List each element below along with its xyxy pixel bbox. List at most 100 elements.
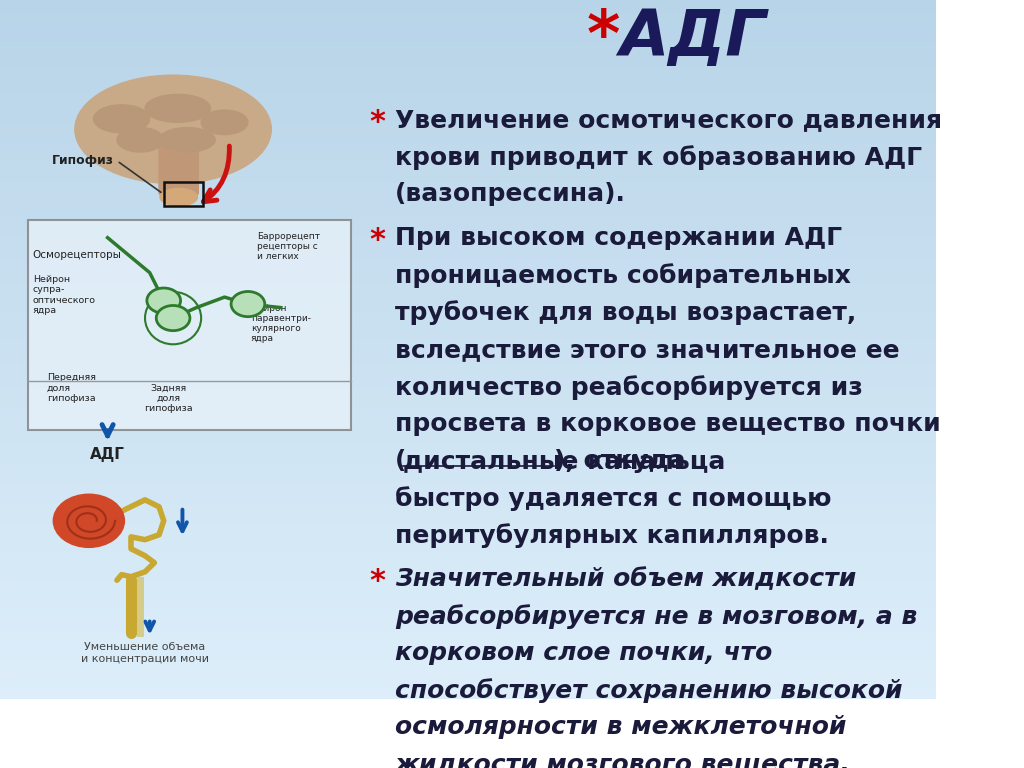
Bar (0, 370, 936, 374)
Bar (0, 619, 936, 622)
Text: При высоком содержании АДГ: При высоком содержании АДГ (395, 227, 842, 250)
Bar (0, 262, 936, 266)
Bar (0, 444, 936, 448)
Bar (0, 157, 936, 161)
Bar (0, 140, 936, 144)
Bar (0, 45, 936, 49)
Bar (0, 56, 936, 59)
Bar (0, 245, 936, 248)
Text: Увеличение осмотического давления: Увеличение осмотического давления (395, 108, 942, 132)
Bar (0, 325, 936, 329)
Bar (0, 59, 936, 63)
Bar (0, 115, 936, 119)
Bar (0, 556, 936, 559)
Bar (0, 689, 936, 692)
Bar (0, 629, 936, 633)
Bar (0, 94, 936, 98)
Bar (0, 255, 936, 259)
Text: (вазопрессина).: (вазопрессина). (395, 183, 626, 207)
Bar (0, 144, 936, 147)
Bar (0, 604, 936, 608)
Bar (0, 363, 936, 367)
Bar (0, 419, 936, 423)
Bar (0, 332, 936, 336)
Text: *: * (370, 108, 386, 137)
Bar (28, 220, 351, 430)
Bar (0, 409, 936, 412)
Bar (0, 462, 936, 465)
Bar (0, 650, 936, 654)
Bar (0, 518, 936, 521)
Bar (0, 31, 936, 35)
Circle shape (146, 288, 180, 313)
Bar (0, 280, 936, 283)
Text: просвета в корковое вещество почки: просвета в корковое вещество почки (395, 412, 941, 435)
Bar (0, 482, 936, 486)
Bar (0, 300, 936, 304)
Bar (0, 297, 936, 300)
Bar (0, 210, 936, 214)
Bar (0, 234, 936, 237)
Text: Баррорецепт
рецепторы с
и легких: Баррорецепт рецепторы с и легких (257, 231, 321, 260)
Bar (0, 273, 936, 276)
Bar (0, 189, 936, 192)
Bar (0, 416, 936, 419)
Bar (0, 220, 936, 223)
Circle shape (62, 502, 115, 541)
Ellipse shape (117, 127, 164, 152)
Bar (0, 674, 936, 678)
Bar (0, 207, 936, 210)
Text: корковом слое почки, что: корковом слое почки, что (395, 641, 772, 665)
Bar (0, 696, 936, 699)
Bar (0, 230, 936, 234)
Bar (0, 105, 936, 108)
Bar (0, 28, 936, 31)
Bar (164, 182, 203, 207)
Circle shape (157, 306, 189, 331)
Text: перитубулярных капилляров.: перитубулярных капилляров. (395, 523, 828, 548)
Bar (0, 151, 936, 154)
Bar (0, 185, 936, 189)
Bar (0, 465, 936, 468)
Bar (0, 171, 936, 175)
Bar (0, 322, 936, 325)
Bar (0, 451, 936, 455)
Text: *: * (587, 8, 621, 69)
Bar (0, 486, 936, 489)
Bar (0, 426, 936, 430)
Bar (0, 167, 936, 171)
Bar (0, 525, 936, 528)
Bar (0, 119, 936, 122)
Bar (0, 4, 936, 7)
Bar (0, 643, 936, 647)
Ellipse shape (159, 127, 215, 152)
Bar (0, 479, 936, 482)
Bar (0, 493, 936, 496)
Bar (0, 559, 936, 563)
Bar (0, 538, 936, 541)
Text: трубочек для воды возрастает,: трубочек для воды возрастает, (395, 300, 856, 326)
Bar (0, 248, 936, 252)
Bar (0, 378, 936, 381)
Bar (0, 175, 936, 178)
Bar (0, 108, 936, 112)
Bar (0, 63, 936, 66)
Text: способствует сохранению высокой: способствует сохранению высокой (395, 678, 902, 703)
Bar (0, 472, 936, 475)
Text: количество реабсорбируется из: количество реабсорбируется из (395, 375, 862, 399)
Bar (0, 21, 936, 25)
Bar (0, 633, 936, 636)
Bar (0, 591, 936, 594)
Bar (0, 98, 936, 101)
Bar (0, 42, 936, 45)
Text: жидкости мозгового вещества.: жидкости мозгового вещества. (395, 752, 851, 768)
Text: дистальные канальца: дистальные канальца (402, 449, 725, 473)
Bar (0, 129, 936, 133)
Bar (0, 112, 936, 115)
Bar (0, 38, 936, 42)
Bar (0, 81, 936, 84)
Bar (0, 182, 936, 185)
Bar (0, 636, 936, 640)
Bar (0, 514, 936, 518)
Bar (0, 336, 936, 339)
